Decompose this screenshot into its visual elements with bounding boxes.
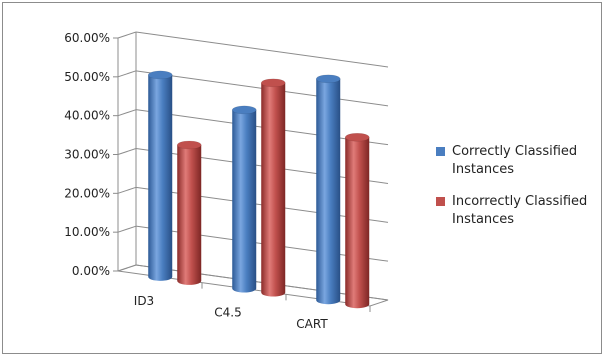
legend-swatch-red	[436, 197, 445, 206]
gridline-depth	[117, 70, 137, 78]
x-tick-label: C4.5	[214, 306, 241, 320]
bar-top	[176, 140, 202, 150]
bar-incorrect-c45	[261, 82, 286, 297]
chart-frame	[2, 2, 602, 354]
bar-correct-c45	[232, 109, 257, 293]
y-tick-label: 40.00%	[64, 109, 110, 123]
gridline-depth	[117, 109, 137, 117]
y-tick-label: 30.00%	[64, 148, 110, 162]
bar-top	[344, 132, 370, 142]
y-tick-label: 0.00%	[72, 264, 110, 278]
x-tick-label: CART	[296, 317, 328, 331]
gridline-depth	[117, 148, 137, 155]
gridline-depth	[117, 225, 137, 233]
y-tick-label: 10.00%	[64, 225, 110, 239]
bar-top	[231, 105, 257, 115]
bar-top	[315, 74, 341, 84]
x-tick-label: ID3	[134, 294, 154, 308]
y-tick-label: 20.00%	[64, 186, 110, 200]
gridline-depth	[117, 31, 137, 39]
bar-correct-cart	[316, 78, 341, 305]
bar-incorrect-id3	[177, 144, 202, 285]
bar-top	[260, 78, 286, 88]
y-tick-label: 60.00%	[64, 31, 110, 45]
legend: Correctly Classified Instances Incorrect…	[436, 143, 601, 243]
bar-top	[147, 70, 173, 80]
legend-item-incorrect: Incorrectly Classified Instances	[436, 193, 601, 229]
legend-label-correct: Correctly Classified Instances	[452, 144, 578, 177]
gridline	[135, 31, 389, 68]
legend-label-incorrect: Incorrectly Classified Instances	[452, 194, 588, 227]
bar-correct-id3	[148, 74, 173, 281]
gridline-depth	[117, 186, 137, 194]
legend-swatch-blue	[436, 147, 445, 156]
legend-item-correct: Correctly Classified Instances	[436, 143, 601, 179]
bar-incorrect-cart	[345, 137, 370, 309]
y-tick-label: 50.00%	[64, 70, 110, 84]
